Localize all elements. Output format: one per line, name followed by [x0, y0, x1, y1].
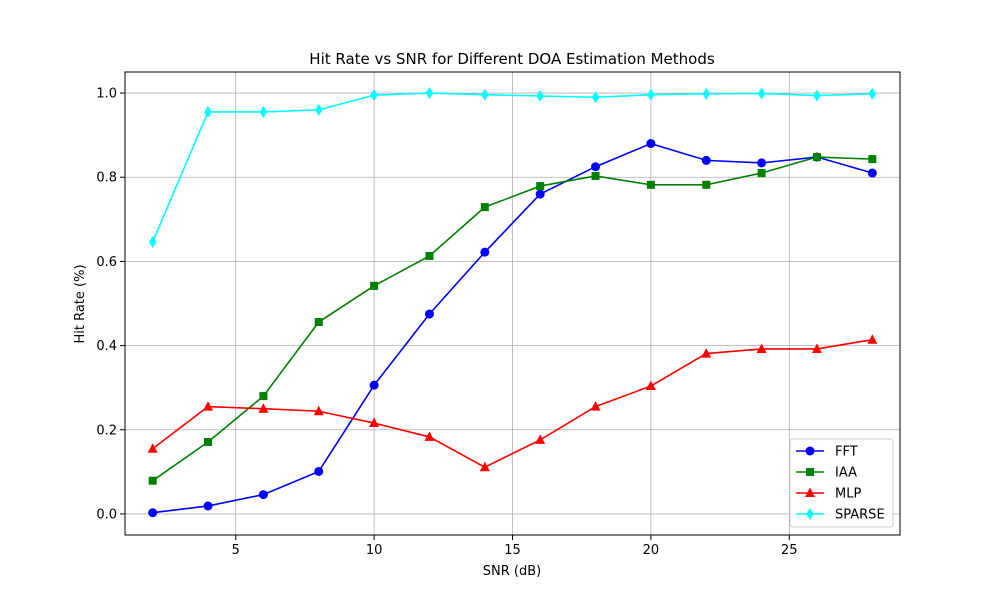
data-point-mlp: [369, 417, 380, 428]
x-tick-label: 10: [366, 543, 383, 558]
legend-label-fft: FFT: [835, 445, 858, 460]
x-tick-label: 5: [232, 543, 240, 558]
data-point-fft: [369, 380, 379, 390]
data-point-fft: [480, 247, 490, 257]
data-point-iaa: [204, 437, 213, 446]
data-point-iaa: [702, 180, 711, 189]
data-point-iaa: [259, 392, 268, 401]
data-point-iaa: [646, 180, 655, 189]
data-point-mlp: [590, 401, 601, 411]
data-point-sparse: [702, 87, 711, 100]
data-point-mlp: [811, 343, 822, 353]
data-point-mlp: [424, 431, 435, 441]
data-point-fft: [867, 168, 877, 178]
data-point-mlp: [203, 401, 214, 411]
data-point-sparse: [425, 87, 434, 100]
legend-marker-fft: [805, 446, 815, 456]
data-point-sparse: [314, 103, 323, 116]
data-point-fft: [314, 466, 324, 476]
data-point-fft: [757, 158, 767, 168]
data-point-sparse: [813, 89, 821, 102]
legend-box: [789, 438, 894, 528]
data-point-sparse: [591, 91, 600, 104]
data-point-mlp: [313, 405, 324, 416]
data-point-fft: [591, 162, 601, 172]
series-fft: [148, 139, 877, 518]
data-point-fft: [424, 309, 434, 319]
y-tick-label: 0.4: [96, 339, 117, 354]
y-axis-label: Hit Rate (%): [73, 264, 88, 343]
series-mlp: [147, 334, 878, 472]
legend-marker-sparse: [806, 508, 814, 520]
grid: [125, 72, 900, 535]
legend-item-fft: FFT: [796, 445, 858, 460]
data-point-mlp: [147, 443, 158, 453]
data-point-iaa: [425, 251, 434, 260]
data-point-fft: [646, 139, 656, 149]
data-point-fft: [535, 189, 545, 199]
series-line-fft: [152, 142, 873, 514]
data-point-mlp: [756, 343, 767, 353]
data-point-fft: [258, 490, 268, 500]
data-point-fft: [203, 501, 213, 511]
data-point-iaa: [370, 281, 379, 290]
data-point-iaa: [757, 169, 766, 178]
data-point-iaa: [591, 171, 600, 180]
legend-marker-mlp: [805, 487, 815, 497]
data-point-sparse: [868, 87, 877, 100]
ticks: 5 10 15 20 25 0.0 0.2 0.4 0.6 0.8 1.0: [96, 87, 797, 558]
series-line-iaa: [152, 156, 873, 482]
series-line-sparse: [151, 92, 873, 243]
x-tick-label: 25: [781, 543, 798, 558]
legend-item-mlp: MLP: [796, 487, 861, 502]
legend-label-iaa: IAA: [835, 466, 857, 481]
data-point-mlp: [701, 348, 712, 358]
data-point-sparse: [259, 105, 268, 118]
data-point-iaa: [480, 203, 489, 212]
data-point-mlp: [479, 461, 490, 472]
x-tick-label: 15: [504, 543, 521, 558]
data-point-sparse: [647, 88, 655, 101]
y-tick-label: 0.8: [96, 171, 117, 186]
legend-item-sparse: SPARSE: [796, 508, 885, 523]
series-layer: [147, 87, 878, 518]
data-point-sparse: [481, 88, 489, 101]
x-tick-label: 20: [643, 543, 660, 558]
data-point-fft: [148, 508, 158, 518]
data-point-fft: [701, 155, 711, 165]
data-point-sparse: [148, 236, 157, 249]
y-tick-label: 0.2: [96, 423, 117, 438]
y-tick-label: 0.6: [96, 255, 117, 270]
series-iaa: [148, 153, 877, 485]
legend-item-iaa: IAA: [796, 466, 857, 481]
legend-label-mlp: MLP: [835, 487, 861, 502]
data-point-iaa: [536, 182, 545, 191]
data-point-sparse: [757, 87, 766, 100]
data-point-sparse: [536, 89, 544, 102]
series-sparse: [148, 87, 877, 249]
legend-label-sparse: SPARSE: [835, 508, 885, 523]
legend-marker-iaa: [806, 468, 814, 476]
data-point-sparse: [370, 89, 378, 102]
data-point-sparse: [204, 105, 212, 118]
series-line-mlp: [152, 338, 873, 469]
x-axis-label: SNR (dB): [483, 564, 541, 579]
data-point-iaa: [868, 155, 877, 164]
data-point-mlp: [645, 380, 656, 390]
y-tick-label: 0.0: [96, 507, 117, 522]
data-point-mlp: [258, 403, 269, 413]
y-tick-label: 1.0: [96, 87, 117, 102]
data-point-iaa: [314, 318, 323, 327]
data-point-mlp: [535, 434, 546, 444]
data-point-iaa: [148, 476, 157, 485]
chart-title: Hit Rate vs SNR for Different DOA Estima…: [309, 50, 715, 68]
data-point-iaa: [812, 153, 821, 162]
data-point-mlp: [867, 334, 878, 344]
legend: FFT IAA MLP SPARSE: [789, 438, 894, 528]
